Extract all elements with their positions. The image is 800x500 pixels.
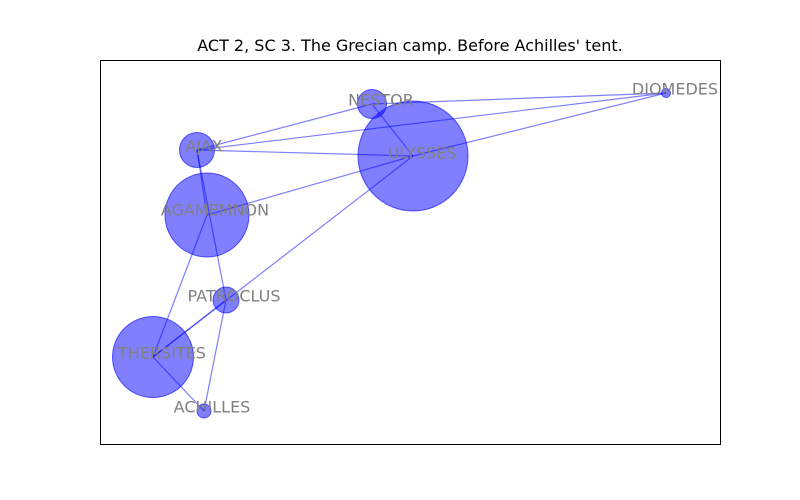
node-label-achilles: ACHILLES — [174, 398, 251, 417]
node-label-diomedes: DIOMEDES — [632, 80, 718, 99]
chart-title: ACT 2, SC 3. The Grecian camp. Before Ac… — [197, 36, 623, 55]
node-diomedes — [661, 88, 671, 98]
node-patroclus — [212, 286, 240, 314]
node-label-thersites: THERSITES — [117, 344, 206, 363]
node-thersites — [112, 316, 194, 398]
node-label-agamemnon: AGAMEMNON — [161, 201, 269, 220]
label-layer: NESTOR DIOMEDES AJAX ULYSSES AGAMEMNON PATROC… — [117, 80, 718, 417]
edge-nestor-ajax — [196, 103, 373, 151]
node-label-ulysses: ULYSSES — [388, 144, 457, 163]
edge-patroclus-achilles — [203, 299, 227, 412]
node-label-patroclus: PATROCLUS — [188, 287, 281, 306]
plot-frame — [100, 60, 721, 445]
node-nestor — [357, 89, 387, 119]
node-label-ajax: AJAX — [185, 137, 222, 156]
node-ulysses — [357, 100, 469, 212]
node-agamemnon — [164, 172, 250, 258]
node-ajax — [179, 132, 215, 168]
node-label-nestor: NESTOR — [348, 91, 414, 110]
node-achilles — [196, 403, 212, 419]
node-layer — [112, 88, 671, 419]
